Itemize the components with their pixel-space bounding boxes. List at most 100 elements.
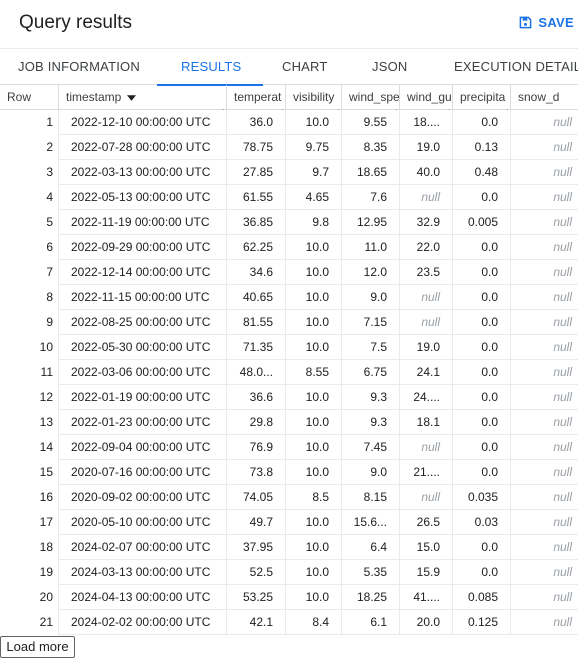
row-number-cell[interactable]: 15 — [0, 460, 58, 485]
wind-speed-cell[interactable]: 7.5 — [341, 335, 399, 360]
wind-speed-cell[interactable]: 7.6 — [341, 185, 399, 210]
tab-json[interactable]: JSON — [372, 59, 408, 74]
column-header-precipitation[interactable]: precipita — [452, 85, 510, 110]
visibility-cell[interactable]: 10.0 — [285, 510, 341, 535]
visibility-cell[interactable]: 9.8 — [285, 210, 341, 235]
snow-depth-cell[interactable]: null — [510, 610, 578, 635]
column-header-snow-depth[interactable]: snow_d — [510, 85, 578, 110]
temperature-cell[interactable]: 81.55 — [226, 310, 285, 335]
resize-handle-icon[interactable] — [390, 100, 398, 110]
tab-results[interactable]: RESULTS — [156, 49, 264, 86]
row-number-cell[interactable]: 14 — [0, 435, 58, 460]
visibility-cell[interactable]: 10.0 — [285, 235, 341, 260]
snow-depth-cell[interactable]: null — [510, 510, 578, 535]
row-number-cell[interactable]: 9 — [0, 310, 58, 335]
precipitation-cell[interactable]: 0.0 — [452, 110, 510, 135]
timestamp-cell[interactable]: 2022-01-19 00:00:00 UTC — [58, 385, 226, 410]
snow-depth-cell[interactable]: null — [510, 235, 578, 260]
column-header-wind-speed[interactable]: wind_spe — [341, 85, 399, 110]
visibility-cell[interactable]: 10.0 — [285, 460, 341, 485]
snow-depth-cell[interactable]: null — [510, 135, 578, 160]
row-number-cell[interactable]: 17 — [0, 510, 58, 535]
resize-handle-icon[interactable] — [332, 100, 340, 110]
temperature-cell[interactable]: 62.25 — [226, 235, 285, 260]
snow-depth-cell[interactable]: null — [510, 485, 578, 510]
wind-gust-cell[interactable]: 18.1 — [399, 410, 452, 435]
wind-speed-cell[interactable]: 15.6... — [341, 510, 399, 535]
visibility-cell[interactable]: 10.0 — [285, 535, 341, 560]
row-number-cell[interactable]: 16 — [0, 485, 58, 510]
row-number-cell[interactable]: 18 — [0, 535, 58, 560]
row-number-cell[interactable]: 10 — [0, 335, 58, 360]
temperature-cell[interactable]: 29.8 — [226, 410, 285, 435]
timestamp-cell[interactable]: 2024-04-13 00:00:00 UTC — [58, 585, 226, 610]
wind-gust-cell[interactable]: 15.9 — [399, 560, 452, 585]
temperature-cell[interactable]: 49.7 — [226, 510, 285, 535]
temperature-cell[interactable]: 76.9 — [226, 435, 285, 460]
precipitation-cell[interactable]: 0.0 — [452, 335, 510, 360]
row-number-cell[interactable]: 1 — [0, 110, 58, 135]
timestamp-cell[interactable]: 2022-11-15 00:00:00 UTC — [58, 285, 226, 310]
temperature-cell[interactable]: 27.85 — [226, 160, 285, 185]
load-more-button[interactable]: Load more — [0, 636, 75, 658]
save-button[interactable]: SAVE — [519, 15, 574, 30]
wind-gust-cell[interactable]: 26.5 — [399, 510, 452, 535]
precipitation-cell[interactable]: 0.0 — [452, 410, 510, 435]
row-number-cell[interactable]: 8 — [0, 285, 58, 310]
precipitation-cell[interactable]: 0.0 — [452, 360, 510, 385]
visibility-cell[interactable]: 10.0 — [285, 110, 341, 135]
wind-gust-cell[interactable]: 20.0 — [399, 610, 452, 635]
resize-handle-icon[interactable] — [501, 100, 509, 110]
precipitation-cell[interactable]: 0.13 — [452, 135, 510, 160]
temperature-cell[interactable]: 71.35 — [226, 335, 285, 360]
visibility-cell[interactable]: 10.0 — [285, 260, 341, 285]
row-number-cell[interactable]: 5 — [0, 210, 58, 235]
column-header-temperature[interactable]: temperat — [226, 85, 285, 110]
snow-depth-cell[interactable]: null — [510, 160, 578, 185]
snow-depth-cell[interactable]: null — [510, 460, 578, 485]
wind-speed-cell[interactable]: 5.35 — [341, 560, 399, 585]
snow-depth-cell[interactable]: null — [510, 385, 578, 410]
timestamp-cell[interactable]: 2020-05-10 00:00:00 UTC — [58, 510, 226, 535]
precipitation-cell[interactable]: 0.0 — [452, 435, 510, 460]
timestamp-cell[interactable]: 2022-08-25 00:00:00 UTC — [58, 310, 226, 335]
visibility-cell[interactable]: 10.0 — [285, 410, 341, 435]
snow-depth-cell[interactable]: null — [510, 560, 578, 585]
visibility-cell[interactable]: 10.0 — [285, 310, 341, 335]
wind-speed-cell[interactable]: 9.55 — [341, 110, 399, 135]
wind-speed-cell[interactable]: 9.3 — [341, 385, 399, 410]
temperature-cell[interactable]: 40.65 — [226, 285, 285, 310]
timestamp-cell[interactable]: 2022-09-04 00:00:00 UTC — [58, 435, 226, 460]
visibility-cell[interactable]: 9.7 — [285, 160, 341, 185]
temperature-cell[interactable]: 53.25 — [226, 585, 285, 610]
precipitation-cell[interactable]: 0.0 — [452, 260, 510, 285]
wind-gust-cell[interactable]: 18.... — [399, 110, 452, 135]
sort-descending-icon[interactable] — [127, 85, 137, 110]
wind-speed-cell[interactable]: 11.0 — [341, 235, 399, 260]
wind-gust-cell[interactable]: 15.0 — [399, 535, 452, 560]
timestamp-cell[interactable]: 2022-07-28 00:00:00 UTC — [58, 135, 226, 160]
precipitation-cell[interactable]: 0.0 — [452, 285, 510, 310]
precipitation-cell[interactable]: 0.0 — [452, 560, 510, 585]
wind-speed-cell[interactable]: 12.95 — [341, 210, 399, 235]
precipitation-cell[interactable]: 0.03 — [452, 510, 510, 535]
wind-speed-cell[interactable]: 6.4 — [341, 535, 399, 560]
row-number-cell[interactable]: 21 — [0, 610, 58, 635]
wind-speed-cell[interactable]: 8.35 — [341, 135, 399, 160]
precipitation-cell[interactable]: 0.0 — [452, 535, 510, 560]
wind-gust-cell[interactable]: 19.0 — [399, 135, 452, 160]
visibility-cell[interactable]: 10.0 — [285, 335, 341, 360]
precipitation-cell[interactable]: 0.0 — [452, 235, 510, 260]
visibility-cell[interactable]: 10.0 — [285, 435, 341, 460]
temperature-cell[interactable]: 37.95 — [226, 535, 285, 560]
wind-speed-cell[interactable]: 6.75 — [341, 360, 399, 385]
wind-speed-cell[interactable]: 6.1 — [341, 610, 399, 635]
row-number-cell[interactable]: 3 — [0, 160, 58, 185]
row-number-cell[interactable]: 13 — [0, 410, 58, 435]
visibility-cell[interactable]: 8.4 — [285, 610, 341, 635]
wind-gust-cell[interactable]: 21.... — [399, 460, 452, 485]
row-number-cell[interactable]: 19 — [0, 560, 58, 585]
temperature-cell[interactable]: 61.55 — [226, 185, 285, 210]
precipitation-cell[interactable]: 0.005 — [452, 210, 510, 235]
temperature-cell[interactable]: 36.0 — [226, 110, 285, 135]
